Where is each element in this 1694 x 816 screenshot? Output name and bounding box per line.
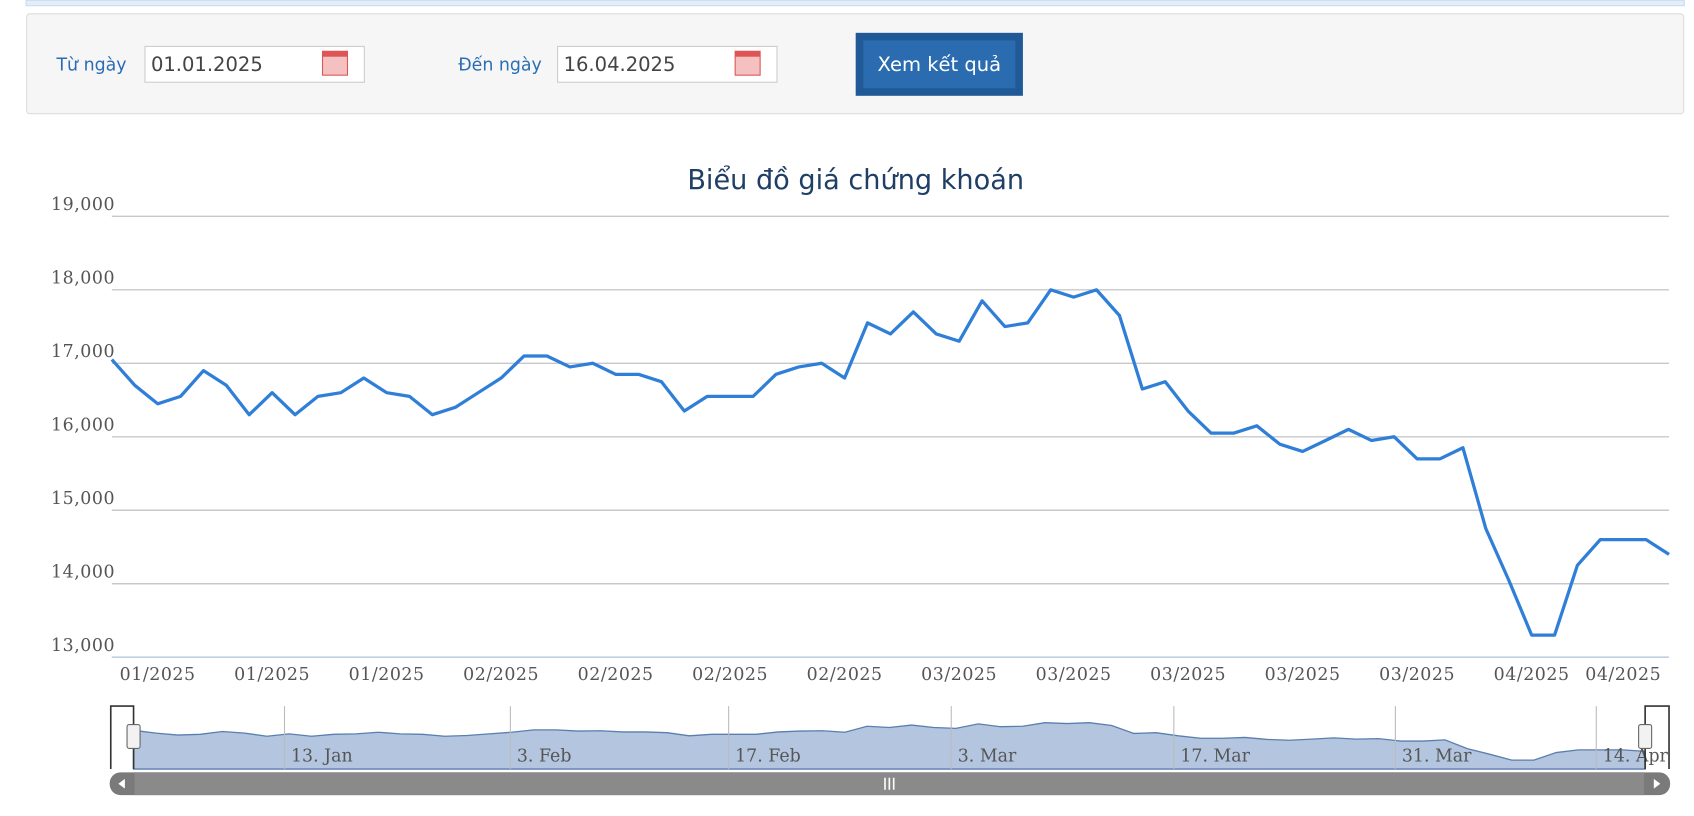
x-tick-label: 03/2025 <box>1379 665 1455 685</box>
y-tick-label: 13,000 <box>51 636 115 656</box>
calendar-icon[interactable] <box>321 50 349 76</box>
from-label: Từ ngày <box>55 55 126 75</box>
navigator-label: 17. Feb <box>735 747 801 767</box>
y-tick-label: 17,000 <box>51 342 115 362</box>
from-value: 01.01.2025 <box>151 53 263 76</box>
x-tick-label: 02/2025 <box>578 665 654 685</box>
navigator-handle[interactable] <box>126 723 141 749</box>
chart-title: Biểu đồ giá chứng khoán <box>687 165 1024 196</box>
filter-panel <box>26 13 1685 115</box>
x-tick-label: 01/2025 <box>234 665 310 685</box>
navigator-handle[interactable] <box>1638 723 1653 749</box>
navigator-label: 3. Feb <box>517 747 572 767</box>
top-strip <box>25 0 1685 7</box>
x-tick-label: 01/2025 <box>120 665 196 685</box>
x-tick-label: 03/2025 <box>1150 665 1226 685</box>
submit-button-face <box>863 40 1016 89</box>
y-tick-label: 15,000 <box>51 489 115 509</box>
scroll-right[interactable] <box>1653 778 1661 789</box>
navigator-label: 3. Mar <box>958 747 1017 767</box>
navigator-area <box>132 722 1646 770</box>
x-tick-label: 03/2025 <box>1036 665 1112 685</box>
x-tick-label: 02/2025 <box>807 665 883 685</box>
x-tick-label: 01/2025 <box>349 665 425 685</box>
x-tick-label: 04/2025 <box>1494 665 1570 685</box>
navigator-label: 31. Mar <box>1402 747 1472 767</box>
x-tick-label: 02/2025 <box>692 665 768 685</box>
to-value: 16.04.2025 <box>564 53 676 76</box>
y-tick-label: 14,000 <box>51 562 115 582</box>
x-tick-label: 04/2025 <box>1585 665 1661 685</box>
y-tick-label: 18,000 <box>51 268 115 288</box>
navigator-label: 13. Jan <box>291 747 353 767</box>
scroll-grip <box>884 777 895 790</box>
y-tick-label: 19,000 <box>51 195 115 215</box>
calendar-icon[interactable] <box>734 50 761 76</box>
navigator-label: 17. Mar <box>1180 747 1250 767</box>
submit-label: Xem kết quả <box>877 53 1001 76</box>
x-tick-label: 02/2025 <box>463 665 539 685</box>
x-tick-label: 03/2025 <box>921 665 997 685</box>
to-label: Đến ngày <box>458 54 542 75</box>
navigator-label: 14. Apr <box>1603 747 1669 767</box>
price-line <box>110 288 1670 637</box>
scroll-left[interactable] <box>118 778 125 789</box>
x-tick-label: 03/2025 <box>1265 665 1341 685</box>
y-tick-label: 16,000 <box>51 415 115 435</box>
